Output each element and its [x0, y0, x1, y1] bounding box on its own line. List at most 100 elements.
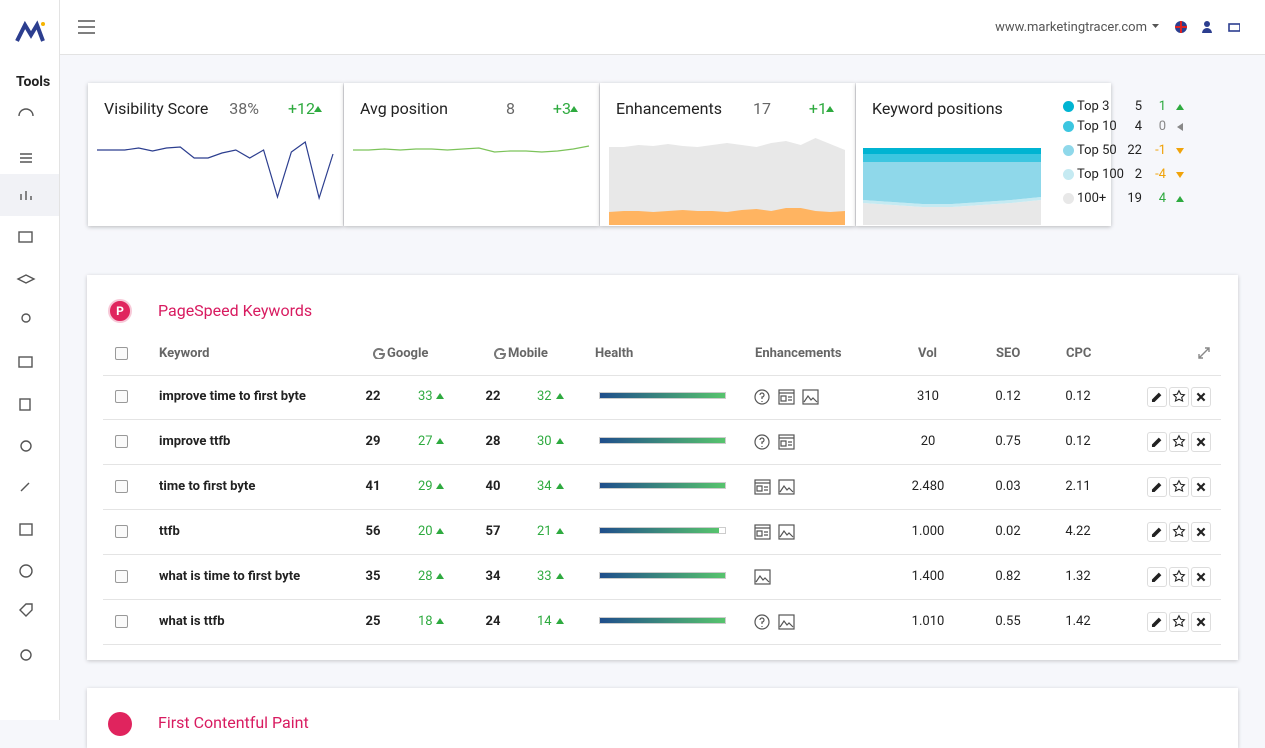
card-title: Enhancements — [616, 99, 722, 118]
health-bar — [600, 483, 725, 488]
volume: 20 — [920, 434, 936, 449]
action-button[interactable] — [1169, 477, 1189, 497]
i — [803, 394, 818, 403]
glyph — [1151, 482, 1162, 493]
area — [863, 154, 1041, 162]
area — [863, 200, 1041, 225]
glyph — [1196, 482, 1206, 492]
trend-arrow — [556, 528, 564, 534]
google-position: 29 — [365, 434, 381, 449]
sparkline — [97, 140, 334, 201]
keyword: improve time to first byte — [159, 389, 306, 404]
row-checkbox[interactable] — [115, 435, 128, 448]
mobile-position: 24 — [485, 614, 501, 629]
enhancement-icon — [778, 479, 795, 495]
site-selector[interactable]: www.marketingtracer.com — [995, 20, 1147, 35]
area — [609, 208, 845, 225]
mobile-change: 34 — [537, 479, 552, 494]
enhancement-icon — [754, 434, 770, 450]
glyph — [1172, 569, 1186, 583]
row-checkbox[interactable] — [115, 615, 128, 628]
mobile-change: 33 — [537, 569, 552, 584]
faq — [754, 434, 770, 450]
legend-dot — [1063, 101, 1074, 112]
action-button[interactable] — [1169, 567, 1189, 587]
card-title: Keyword positions — [872, 99, 1003, 118]
action-button[interactable] — [1147, 477, 1167, 497]
keyword: what is ttfb — [159, 614, 225, 629]
sidebar-icons[interactable] — [16, 100, 36, 670]
legend-dot — [1063, 145, 1074, 156]
google-position: 22 — [365, 389, 381, 404]
action-icon — [1151, 392, 1162, 403]
arrow — [436, 438, 444, 444]
trend-line — [353, 145, 590, 153]
row-checkbox[interactable] — [115, 480, 128, 493]
trend-arrow — [314, 106, 322, 112]
action-button[interactable] — [1191, 567, 1211, 587]
action-button[interactable] — [1147, 522, 1167, 542]
arrow — [436, 573, 444, 579]
g — [373, 348, 385, 359]
health-bar — [600, 438, 725, 443]
product — [754, 524, 771, 540]
enhancement-icon — [754, 569, 771, 585]
section-title: First Contentful Paint — [158, 713, 309, 732]
action-button[interactable] — [1169, 387, 1189, 407]
action-button[interactable] — [1191, 522, 1211, 542]
i — [779, 484, 794, 493]
action-button[interactable] — [1147, 612, 1167, 632]
menu-button[interactable] — [78, 19, 96, 35]
enhancement-icon — [802, 389, 819, 405]
row-checkbox[interactable] — [115, 390, 128, 403]
action-icon — [1151, 482, 1162, 493]
glyph — [1151, 572, 1162, 583]
select-all[interactable] — [115, 347, 128, 360]
arrow — [570, 106, 578, 112]
header-rule — [103, 375, 1221, 376]
seo: 0.75 — [995, 434, 1021, 449]
enhancement-icon — [778, 614, 795, 630]
trend-arrow — [1176, 172, 1184, 178]
image — [802, 389, 819, 405]
action-button[interactable] — [1191, 387, 1211, 407]
action-icon — [1151, 617, 1162, 628]
google-position: 56 — [365, 524, 381, 539]
mobile-change: 30 — [537, 434, 552, 449]
top-icons[interactable] — [1150, 20, 1240, 34]
p — [755, 527, 770, 537]
action-icon — [1196, 437, 1206, 447]
legend-change: 1 — [1158, 99, 1166, 114]
action-icon — [1172, 524, 1186, 538]
action-button[interactable] — [1191, 612, 1211, 632]
action-button[interactable] — [1191, 432, 1211, 452]
faq — [754, 389, 770, 405]
action-button[interactable] — [1169, 432, 1189, 452]
i — [779, 529, 794, 538]
legend-change: 0 — [1158, 119, 1166, 134]
legend-label: Top 10 — [1077, 119, 1117, 134]
action-button[interactable] — [1169, 522, 1189, 542]
cpc: 2.11 — [1065, 479, 1091, 494]
action-button[interactable] — [1191, 477, 1211, 497]
health-track — [599, 527, 726, 534]
logo[interactable] — [15, 20, 47, 44]
row-checkbox[interactable] — [115, 525, 128, 538]
action-button[interactable] — [1147, 432, 1167, 452]
action-icon — [1172, 389, 1186, 403]
action-button[interactable] — [1147, 567, 1167, 587]
card-value: 17 — [753, 99, 771, 118]
glyph — [1172, 479, 1186, 493]
legend-label: Top 50 — [1077, 143, 1117, 158]
row-checkbox[interactable] — [115, 570, 128, 583]
image — [754, 569, 771, 585]
cpc: 0.12 — [1065, 389, 1091, 404]
action-button[interactable] — [1169, 612, 1189, 632]
google-change: 33 — [418, 389, 433, 404]
faq — [754, 614, 770, 630]
action-button[interactable] — [1147, 387, 1167, 407]
table-row — [103, 600, 1221, 645]
card-change: +12 — [287, 99, 315, 118]
card-title: Visibility Score — [104, 99, 209, 118]
legend-dot — [1063, 193, 1074, 204]
